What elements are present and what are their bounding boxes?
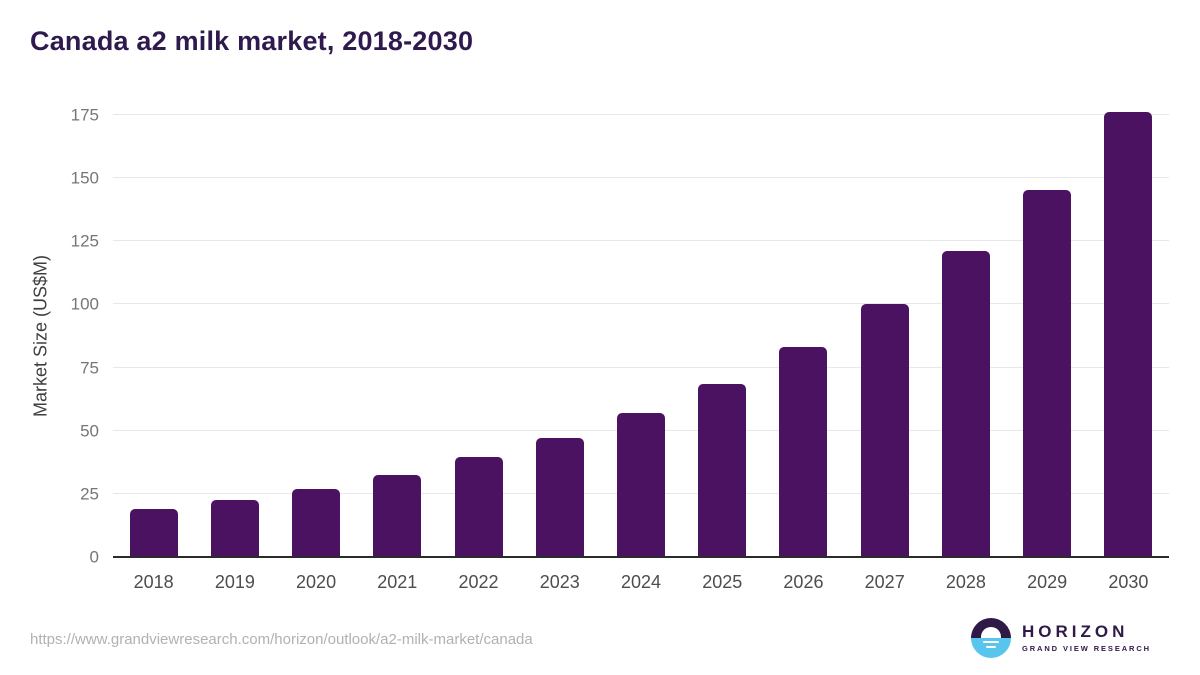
- y-tick-label: 125: [70, 231, 99, 251]
- logo-wordmark: HORIZON: [1021, 622, 1129, 642]
- x-tick-label: 2020: [296, 572, 337, 592]
- x-tick-label: 2028: [945, 572, 986, 592]
- bar-2020: [292, 488, 341, 557]
- x-tick-label: 2024: [620, 572, 662, 592]
- bar-2030: [1104, 112, 1153, 557]
- gridline: [113, 114, 1169, 115]
- y-tick-label: 175: [70, 105, 99, 125]
- bar-2018: [129, 509, 178, 557]
- x-tick-label: 2025: [702, 572, 743, 592]
- x-tick-label: 2026: [783, 572, 824, 592]
- bar-2022: [454, 457, 503, 557]
- y-tick-label: 0: [89, 547, 99, 567]
- y-tick-label: 100: [70, 294, 99, 314]
- horizon-logo: HORIZON GRAND VIEW RESEARCH: [970, 618, 1151, 658]
- horizon-sun-circle-icon: [970, 618, 1011, 658]
- y-tick-label: 150: [70, 168, 99, 188]
- sun-icon: [980, 627, 1001, 638]
- y-axis-title: Market Size (US$M): [30, 254, 51, 418]
- y-tick-label: 75: [80, 358, 99, 378]
- bar-2029: [1023, 189, 1072, 557]
- logo-text: HORIZON GRAND VIEW RESEARCH: [1021, 622, 1151, 653]
- x-tick-label: 2021: [377, 572, 418, 592]
- source-url: https://www.grandviewresearch.com/horizo…: [30, 631, 533, 648]
- y-tick-label: 50: [80, 421, 99, 441]
- bar-2023: [535, 438, 584, 557]
- gridline: [113, 177, 1169, 179]
- gridline: [113, 303, 1169, 305]
- logo-subtitle: GRAND VIEW RESEARCH: [1021, 643, 1151, 653]
- gridline: [113, 240, 1169, 242]
- x-tick-label: 2023: [539, 572, 580, 592]
- bar-2021: [373, 474, 422, 557]
- sun-reflection-line: [985, 645, 996, 648]
- x-tick-label: 2018: [133, 572, 174, 592]
- x-tick-label: 2030: [1108, 572, 1149, 592]
- bar-2025: [698, 384, 747, 557]
- y-tick-label: 25: [80, 484, 99, 504]
- bar-2026: [779, 347, 828, 557]
- bar-2028: [941, 251, 990, 557]
- plot-area: 0 25 50 75 100 125 150 175 2018 2019 2020 2021 2022 2…: [71, 107, 1169, 592]
- x-tick-label: 2022: [458, 572, 499, 592]
- bar-2027: [860, 304, 909, 557]
- page-title: Canada a2 milk market, 2018-2030: [30, 26, 474, 56]
- x-tick-label: 2027: [864, 572, 905, 592]
- bar-2019: [210, 500, 259, 557]
- x-tick-label: 2019: [214, 572, 255, 592]
- gridline: [113, 366, 1169, 368]
- sun-reflection-line: [982, 640, 999, 644]
- bar-2024: [617, 413, 665, 557]
- x-axis-line: [113, 556, 1169, 558]
- x-tick-label: 2029: [1027, 572, 1068, 592]
